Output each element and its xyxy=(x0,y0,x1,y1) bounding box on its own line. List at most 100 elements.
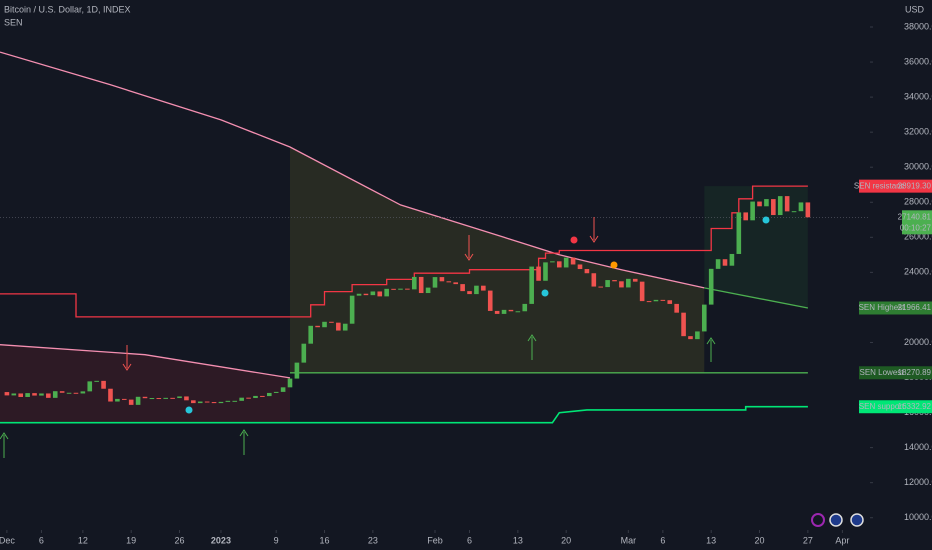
event-icon[interactable] xyxy=(829,513,843,527)
candle-body xyxy=(777,196,783,216)
candle-body xyxy=(598,286,604,288)
candle-body xyxy=(101,380,106,389)
candle-body xyxy=(646,301,652,303)
candle-body xyxy=(494,310,500,314)
candle-body xyxy=(639,281,645,302)
x-tick-label: 6 xyxy=(39,535,44,545)
candles xyxy=(4,196,811,405)
signal-dot xyxy=(541,289,549,297)
candle-body xyxy=(87,381,93,392)
zones xyxy=(0,147,808,423)
candle-body xyxy=(439,277,445,282)
x-tick-label: 20 xyxy=(561,535,571,545)
y-tick-label: 30000.00 xyxy=(904,162,932,172)
candle-body xyxy=(356,293,362,296)
candle-body xyxy=(39,393,44,396)
candle-body xyxy=(626,278,631,288)
candle-body xyxy=(142,396,148,399)
label-value: 16332.92 xyxy=(898,402,932,411)
label-name-box xyxy=(859,179,904,193)
x-tick-label: Apr xyxy=(835,535,849,545)
y-tick-label: 14000.00 xyxy=(904,442,932,452)
chart-title: Bitcoin / U.S. Dollar, 1D, INDEX xyxy=(4,4,131,14)
candle-body xyxy=(322,321,327,328)
y-tick-label: 26000.00 xyxy=(904,232,932,242)
candle-body xyxy=(653,299,659,302)
candle-body xyxy=(736,212,742,254)
x-tick-label: 27 xyxy=(803,535,813,545)
y-axis-bg xyxy=(870,0,932,550)
label-name-box xyxy=(859,366,904,380)
signals xyxy=(0,216,864,527)
signal-dot xyxy=(610,261,618,269)
candle-body xyxy=(771,199,776,216)
candle-body xyxy=(191,400,196,404)
candle-body xyxy=(391,288,396,290)
buy-arrow xyxy=(239,429,249,455)
candle-body xyxy=(515,311,521,313)
candle-body xyxy=(280,387,286,392)
candle-body xyxy=(757,201,762,207)
x-tick-label: 26 xyxy=(175,535,185,545)
candle-body xyxy=(66,392,72,394)
candle-body xyxy=(108,388,113,402)
candle-body xyxy=(156,398,162,400)
candle-body xyxy=(329,321,334,323)
candle-body xyxy=(177,396,182,399)
candle-body xyxy=(315,325,320,328)
candle-body xyxy=(398,288,403,290)
candle-body xyxy=(405,288,410,290)
y-tick-label: 24000.00 xyxy=(904,267,932,277)
label-name: SEN resistance xyxy=(854,181,910,190)
label-name-box xyxy=(859,301,904,315)
candle-body xyxy=(46,393,51,398)
candle-body xyxy=(695,331,700,340)
candle-body xyxy=(543,262,548,281)
candle-body xyxy=(425,287,431,294)
candle-body xyxy=(784,196,790,212)
y-tick-label: 34000.00 xyxy=(904,91,932,101)
candle-body xyxy=(25,393,30,397)
candle-body xyxy=(508,309,514,312)
candle-body xyxy=(377,291,383,297)
x-tick-label: 20 xyxy=(755,535,765,545)
label-value: 28919.30 xyxy=(898,181,932,190)
y-tick-label: 36000.00 xyxy=(904,56,932,66)
signal-dot xyxy=(762,216,770,224)
candle-body xyxy=(80,391,86,394)
candle-body xyxy=(660,299,666,301)
candle-body xyxy=(570,257,576,265)
candle-body xyxy=(73,392,79,394)
candle-body xyxy=(674,303,679,313)
candle-body xyxy=(411,276,417,290)
x-tick-label: 19 xyxy=(126,535,136,545)
candle-body xyxy=(481,285,486,291)
candle-body xyxy=(18,393,24,397)
buy-arrow xyxy=(527,334,537,360)
signal-dot xyxy=(570,236,578,244)
candle-body xyxy=(184,396,189,401)
candle-body xyxy=(301,343,307,363)
candle-body xyxy=(336,322,341,331)
candle-body xyxy=(253,395,258,399)
candle-body xyxy=(764,199,769,207)
candle-body xyxy=(260,395,265,397)
x-tick-label: 23 xyxy=(368,535,378,545)
candle-body xyxy=(342,323,348,331)
indicator-line xyxy=(0,344,291,379)
candle-body xyxy=(121,398,127,400)
candle-body xyxy=(577,264,583,270)
candle-body xyxy=(701,304,707,332)
candle-body xyxy=(349,295,355,324)
candle-body xyxy=(197,401,203,404)
sell-arrow xyxy=(464,235,474,261)
candle-body xyxy=(715,259,721,269)
y-tick-label: 20000.00 xyxy=(904,337,932,347)
event-icon[interactable] xyxy=(850,513,864,527)
candle-body xyxy=(287,378,293,388)
candle-body xyxy=(501,309,507,314)
candle-body xyxy=(94,380,99,382)
event-icon[interactable] xyxy=(811,513,825,527)
